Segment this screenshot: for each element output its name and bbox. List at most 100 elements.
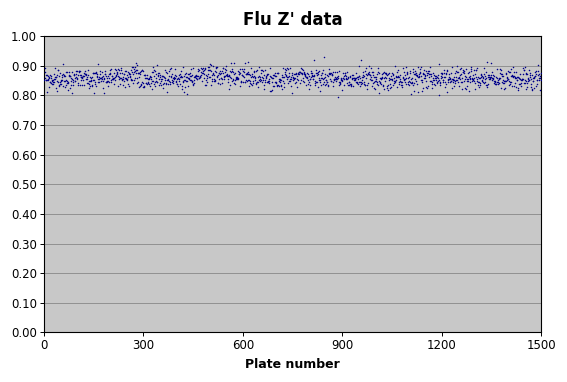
Point bbox=[109, 74, 119, 81]
Point bbox=[486, 74, 495, 81]
Point bbox=[498, 73, 507, 79]
Point bbox=[69, 79, 78, 85]
Point bbox=[422, 72, 431, 78]
Point bbox=[304, 73, 314, 79]
Point bbox=[211, 69, 221, 75]
Point bbox=[81, 71, 90, 77]
Point bbox=[297, 66, 306, 72]
Point bbox=[422, 85, 431, 91]
Point bbox=[65, 72, 74, 78]
Point bbox=[336, 80, 345, 86]
Point bbox=[254, 77, 263, 83]
Point bbox=[145, 75, 154, 81]
Point bbox=[278, 65, 287, 71]
Point bbox=[320, 75, 329, 81]
Point bbox=[249, 69, 259, 75]
Point bbox=[137, 67, 146, 73]
Point bbox=[464, 76, 473, 82]
Point bbox=[233, 68, 242, 74]
Point bbox=[364, 71, 373, 77]
Point bbox=[90, 70, 99, 76]
Point bbox=[108, 75, 117, 81]
Point bbox=[71, 74, 80, 80]
Point bbox=[303, 74, 312, 81]
Point bbox=[130, 64, 139, 70]
Point bbox=[208, 72, 217, 78]
Point bbox=[479, 71, 488, 77]
Point bbox=[532, 78, 541, 84]
Point bbox=[417, 73, 426, 79]
Point bbox=[469, 75, 479, 81]
Point bbox=[438, 74, 447, 81]
Point bbox=[248, 78, 257, 84]
Point bbox=[447, 78, 456, 84]
Point bbox=[347, 76, 356, 82]
Point bbox=[388, 71, 397, 77]
Point bbox=[160, 74, 169, 80]
Point bbox=[54, 83, 64, 89]
Point bbox=[273, 70, 282, 76]
Point bbox=[435, 77, 444, 83]
Point bbox=[534, 73, 543, 79]
Point bbox=[191, 74, 200, 81]
Point bbox=[342, 73, 351, 79]
Point bbox=[64, 73, 73, 79]
Point bbox=[481, 70, 490, 76]
Point bbox=[119, 74, 128, 80]
Point bbox=[171, 72, 180, 78]
Point bbox=[200, 75, 209, 81]
Point bbox=[460, 78, 469, 84]
Point bbox=[200, 67, 209, 73]
Point bbox=[370, 79, 379, 85]
Point bbox=[147, 68, 156, 74]
Point bbox=[448, 79, 458, 86]
Point bbox=[132, 67, 141, 73]
Point bbox=[326, 78, 335, 84]
Point bbox=[165, 81, 174, 87]
Point bbox=[250, 75, 259, 81]
Point bbox=[414, 74, 424, 81]
Point bbox=[403, 81, 412, 87]
Point bbox=[66, 82, 75, 88]
Point bbox=[477, 72, 486, 78]
Point bbox=[455, 66, 464, 72]
Point bbox=[146, 73, 155, 79]
Point bbox=[340, 72, 349, 78]
Point bbox=[343, 74, 352, 80]
Point bbox=[267, 73, 276, 79]
Point bbox=[103, 79, 112, 85]
Point bbox=[71, 68, 81, 74]
Point bbox=[476, 75, 485, 81]
Point bbox=[222, 67, 231, 73]
Point bbox=[294, 69, 303, 75]
Point bbox=[77, 75, 86, 81]
Point bbox=[469, 77, 478, 83]
Point bbox=[360, 81, 369, 87]
Point bbox=[166, 79, 175, 86]
Point bbox=[309, 73, 318, 79]
Point bbox=[358, 72, 367, 78]
Point bbox=[356, 79, 365, 86]
Point bbox=[115, 75, 124, 81]
Title: Flu Z' data: Flu Z' data bbox=[243, 11, 342, 29]
Point bbox=[316, 82, 325, 88]
Point bbox=[145, 76, 154, 82]
Point bbox=[312, 70, 321, 76]
Point bbox=[454, 75, 463, 81]
Point bbox=[295, 69, 304, 75]
Point bbox=[124, 71, 133, 77]
Point bbox=[46, 73, 55, 79]
Point bbox=[295, 69, 304, 75]
Point bbox=[199, 71, 208, 77]
Point bbox=[157, 82, 166, 88]
Point bbox=[536, 70, 545, 76]
Point bbox=[167, 71, 176, 77]
Point bbox=[74, 68, 83, 74]
Point bbox=[273, 83, 282, 89]
Point bbox=[417, 79, 426, 85]
Point bbox=[84, 72, 93, 78]
Point bbox=[134, 74, 143, 80]
Point bbox=[122, 77, 132, 83]
Point bbox=[169, 75, 178, 81]
Point bbox=[506, 69, 515, 75]
